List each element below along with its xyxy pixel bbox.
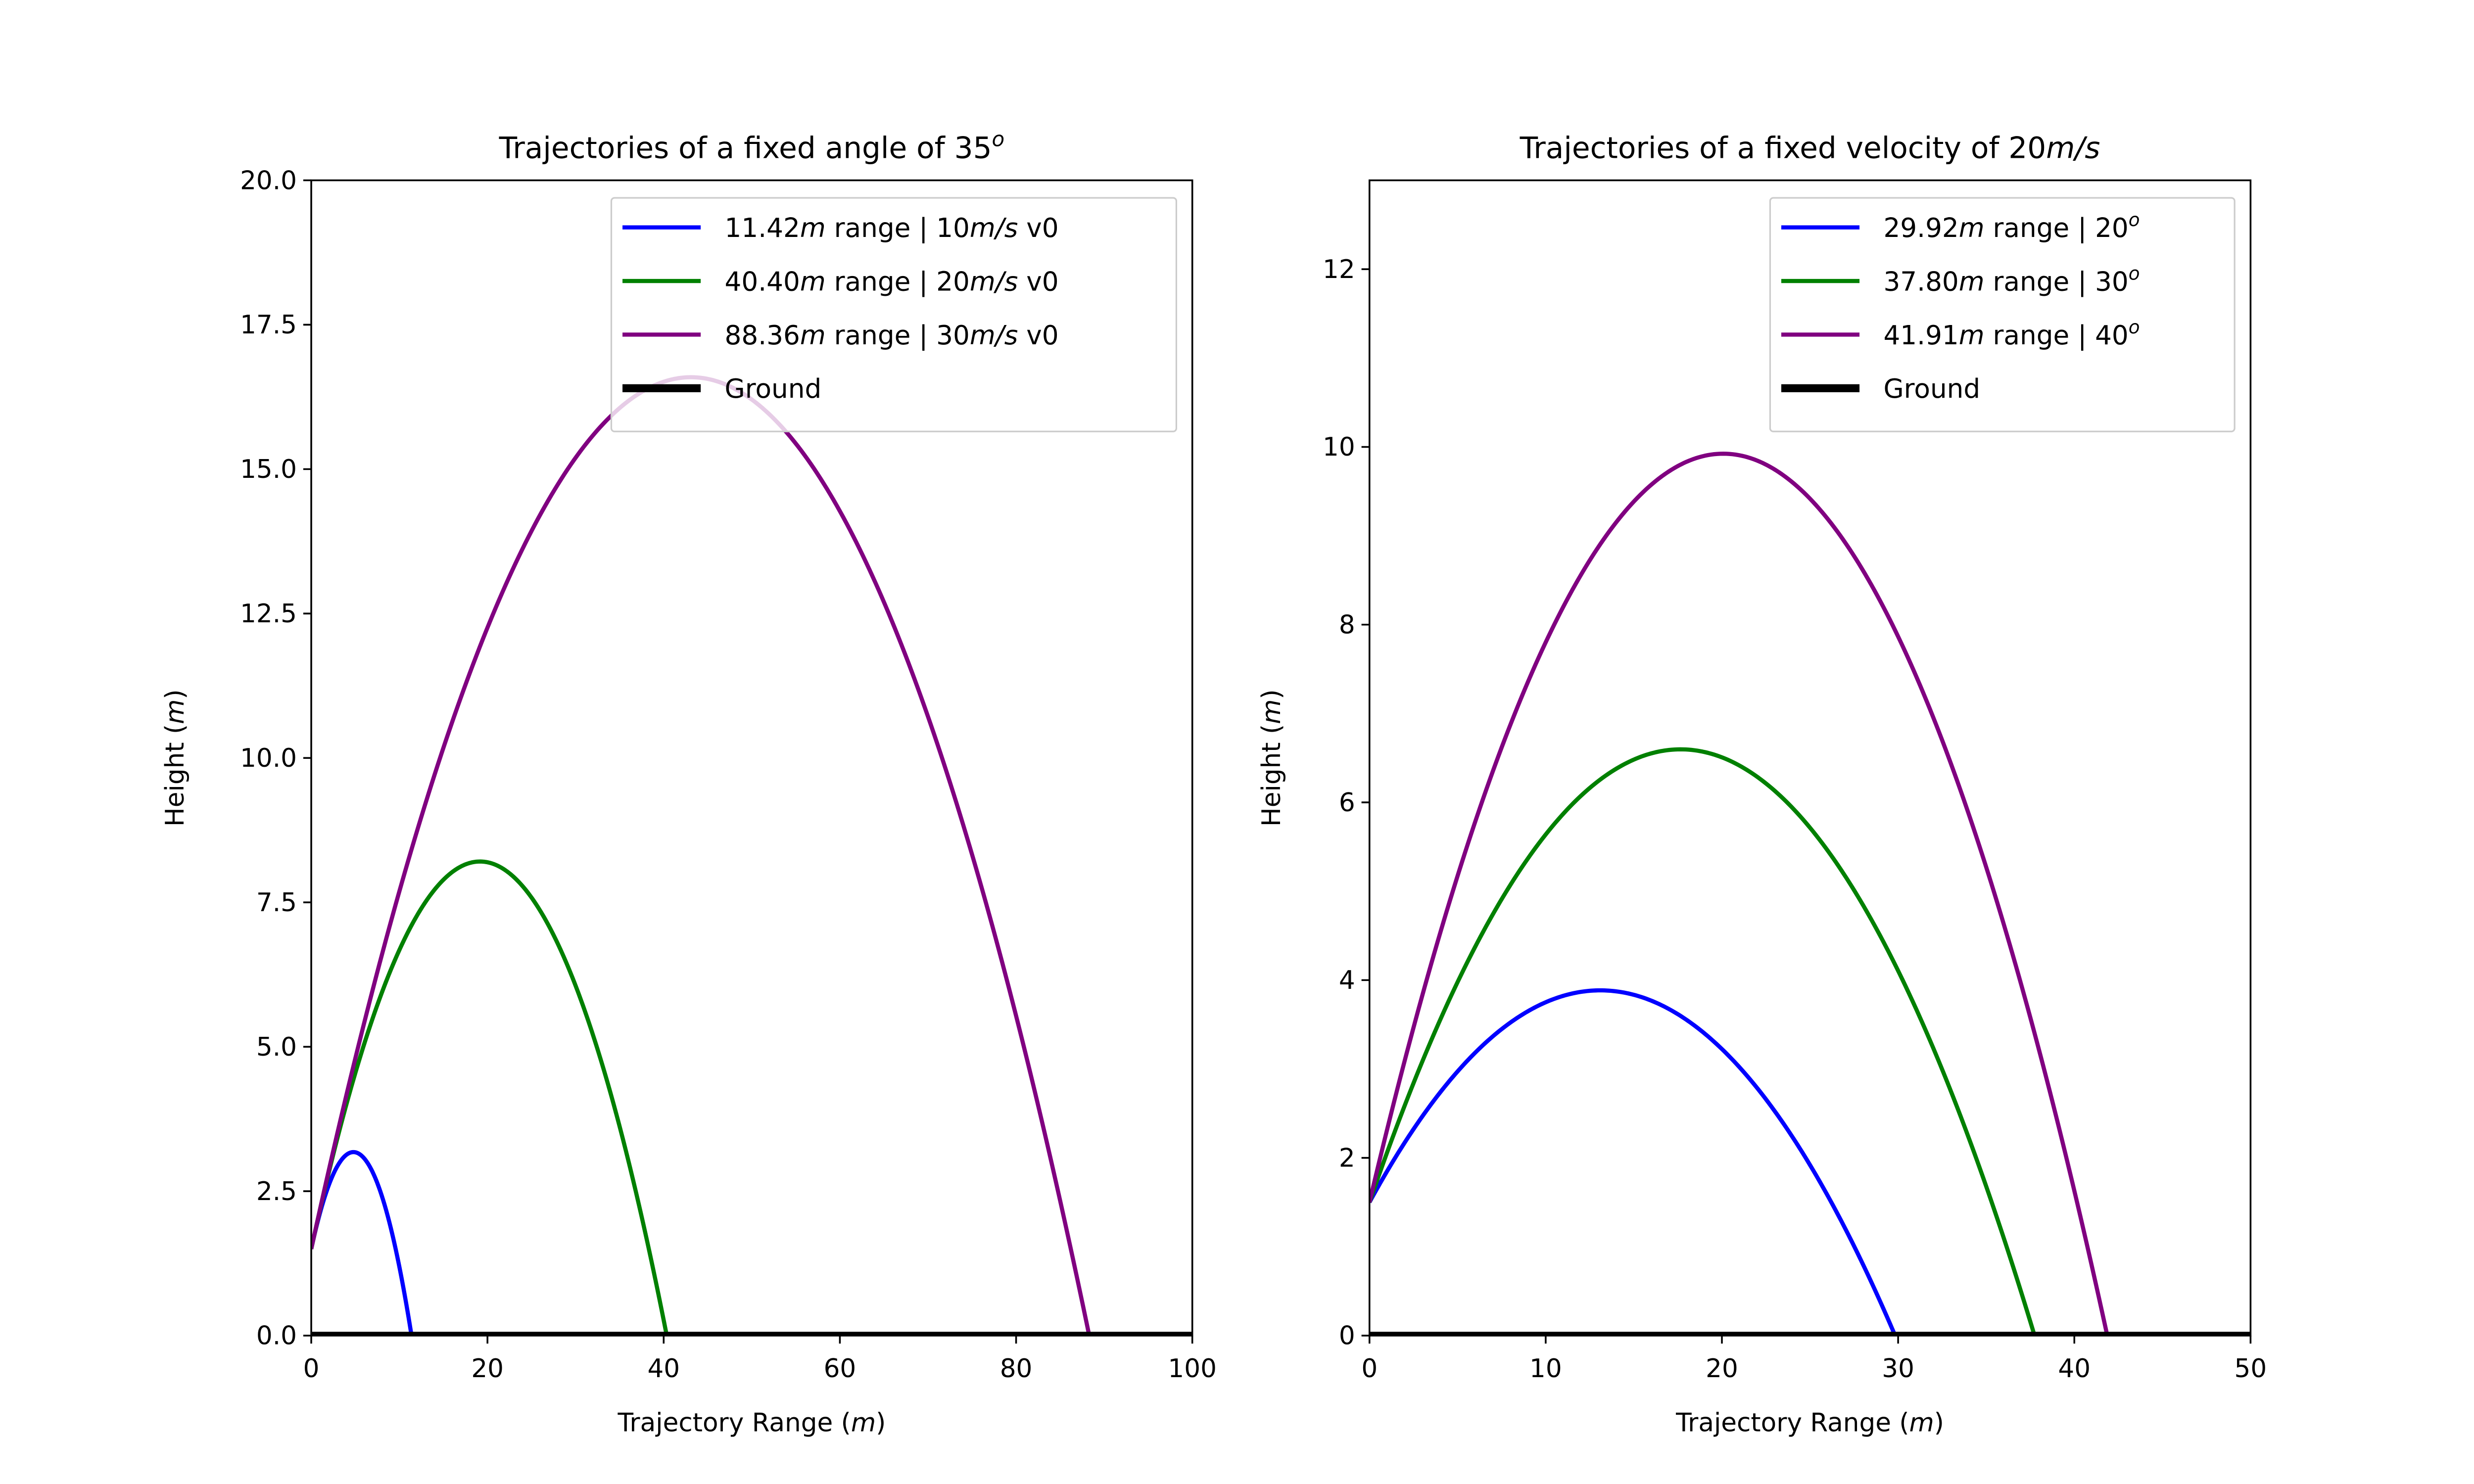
- x-tick-label: 0: [303, 1354, 320, 1384]
- legend-entry-3: 41.91m range | 40o: [1883, 316, 2140, 351]
- y-tick-label: 17.5: [240, 310, 297, 340]
- legend-entry-3: 88.36m range | 30m/s v0: [725, 320, 1059, 351]
- x-tick-label: 100: [1168, 1354, 1217, 1384]
- plot-area: [311, 375, 1192, 1336]
- x-tick-label: 50: [2235, 1354, 2267, 1384]
- series-line-3: [311, 375, 1092, 1336]
- x-axis-label: Trajectory Range (m): [617, 1408, 886, 1438]
- legend: 29.92m range | 20o 37.80m range | 30o 41.9…: [1769, 197, 2236, 432]
- y-axis-label: Height (m): [160, 689, 190, 827]
- y-tick-label: 12: [1323, 255, 1355, 284]
- x-tick-label: 30: [1882, 1354, 1914, 1384]
- y-tick-label: 5.0: [256, 1032, 297, 1062]
- x-axis-label: Trajectory Range (m): [1675, 1408, 1944, 1438]
- series-line-1: [311, 1150, 414, 1336]
- y-tick-label: 12.5: [240, 599, 297, 629]
- legend-entry-1: 11.42m range | 10m/s v0: [725, 213, 1059, 243]
- x-tick-label: 60: [824, 1354, 856, 1384]
- y-tick-label: 20.0: [240, 166, 297, 195]
- x-tick-label: 40: [2058, 1354, 2091, 1384]
- chart-fixed-angle: 0 20 40 60 80 100 0.0 2.5 5.0 7.5 10.0 12.5 15.0 17.5…: [160, 127, 1217, 1438]
- y-tick-label: 7.5: [256, 888, 297, 918]
- legend-entry-4: Ground: [725, 373, 822, 404]
- legend-entry-4: Ground: [1883, 373, 1980, 404]
- y-tick-label: 0: [1339, 1321, 1355, 1351]
- axes-frame: [1368, 179, 2252, 1337]
- legend-entry-2: 37.80m range | 30o: [1883, 262, 2140, 297]
- chart-title: Trajectories of a fixed velocity of 20m/…: [1520, 131, 2100, 165]
- y-tick-label: 8: [1339, 610, 1355, 640]
- legend-entry-1: 29.92m range | 20o: [1883, 209, 2140, 243]
- y-tick-label: 2: [1339, 1143, 1355, 1173]
- y-tick-label: 15.0: [240, 455, 297, 484]
- legend-entry-2: 40.40m range | 20m/s v0: [725, 266, 1059, 297]
- y-axis-label: Height (m): [1257, 689, 1286, 827]
- chart-fixed-velocity: 0 10 20 30 40 50 0 2 4 6 8 10 12 Trajectories of a fi…: [1257, 131, 2267, 1438]
- y-tick-label: 10: [1323, 432, 1355, 462]
- legend: 11.42m range | 10m/s v0 40.40m range | 20…: [610, 197, 1178, 432]
- x-tick-label: 20: [1706, 1354, 1738, 1384]
- x-tick-label: 20: [471, 1354, 504, 1384]
- x-tick-label: 0: [1361, 1354, 1378, 1384]
- series-line-3: [1369, 452, 2110, 1336]
- series-line-2: [1369, 747, 2037, 1336]
- y-tick-label: 6: [1339, 788, 1355, 818]
- y-tick-label: 2.5: [256, 1177, 297, 1206]
- x-tick-label: 10: [1529, 1354, 1562, 1384]
- x-tick-label: 40: [647, 1354, 680, 1384]
- series-line-1: [1369, 988, 1898, 1336]
- y-tick-label: 10.0: [240, 743, 297, 773]
- y-tick-label: 4: [1339, 966, 1355, 995]
- x-tick-label: 80: [1000, 1354, 1033, 1384]
- y-tick-label: 0.0: [256, 1321, 297, 1351]
- chart-title: Trajectories of a fixed angle of 35o: [499, 127, 1005, 166]
- series-line-2: [311, 859, 669, 1336]
- plot-area: [1369, 452, 2251, 1336]
- legend-box: [1769, 197, 2236, 432]
- legend-box: [610, 197, 1178, 432]
